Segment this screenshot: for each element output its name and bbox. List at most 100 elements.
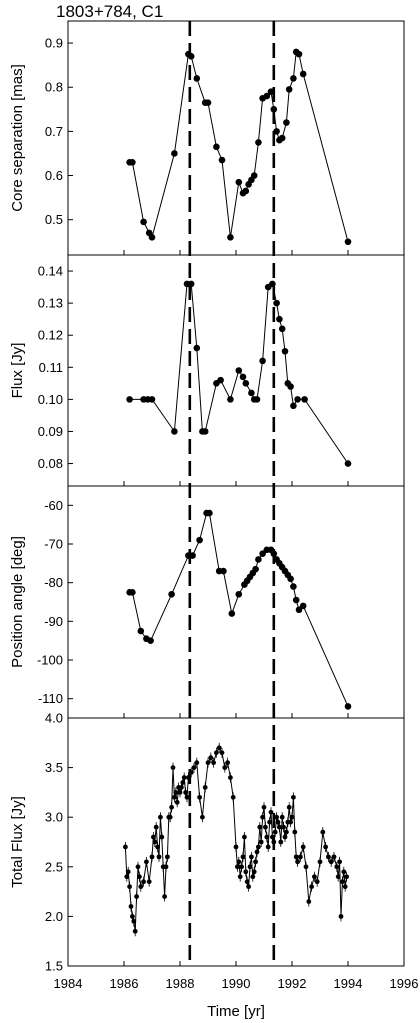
panel-3-y-tick-label: -90 <box>44 614 63 629</box>
panel-1-data-point <box>250 172 258 179</box>
panel-4-data-point <box>197 794 203 800</box>
figure-title: 1803+784, C1 <box>56 2 163 21</box>
panel-4-data-point <box>291 794 296 800</box>
panel-2-data-point <box>148 396 156 403</box>
panel-3-data-point <box>259 550 266 557</box>
panel-4-data-point <box>128 904 134 909</box>
panel-4-data-point <box>335 874 341 880</box>
panel-1-data-point <box>285 86 293 93</box>
panel-2-data-point <box>239 373 247 381</box>
panel-4-data-point <box>326 854 331 860</box>
panel-1-data-point <box>290 75 297 82</box>
panel-2-data-point <box>201 428 209 435</box>
panel-4-data-point <box>191 765 197 770</box>
panel-4-data-point <box>222 765 228 770</box>
panel-1-data-point <box>218 156 226 164</box>
panel-4-data-point <box>278 839 284 845</box>
panel-4-data-point <box>306 899 312 904</box>
panel-4-data-point <box>337 859 342 865</box>
panel-4-data-point <box>155 844 161 850</box>
panel-4-data-point <box>242 834 247 840</box>
panel-4-data-point <box>184 794 190 800</box>
panel-4-data-point <box>225 760 231 766</box>
panel-3-data-point <box>287 575 294 583</box>
panel-4-data-point <box>258 839 264 845</box>
panel-4-y-tick-label: 2.0 <box>45 909 63 924</box>
panel-4-data-point <box>253 859 258 865</box>
panel-4-y-tick-label: 3.0 <box>45 810 63 825</box>
panel-3-y-tick-label: -110 <box>38 691 63 706</box>
panel-4-data-point <box>165 854 170 860</box>
panel-3-data-point <box>147 637 154 644</box>
panel-4-data-point <box>334 864 340 870</box>
panel-3-data-point <box>220 567 227 575</box>
panel-2-data-point <box>301 396 308 403</box>
panel-4-data-point <box>267 819 272 825</box>
panel-4-data-point <box>251 869 257 875</box>
panel-1-data-point <box>148 234 156 241</box>
panel-4-data-point <box>303 864 309 870</box>
panel-2-data-point <box>253 396 261 403</box>
panel-4-data-point <box>240 854 246 860</box>
panel-4-data-point <box>331 854 337 860</box>
panel-4-data-point <box>309 884 314 890</box>
panel-3-data-point <box>235 590 243 598</box>
panel-4-data-point <box>125 869 131 875</box>
x-tick-label: 1988 <box>166 976 195 991</box>
panel-2-data-point <box>248 389 255 397</box>
panel-3-y-tick-label: -80 <box>44 575 63 590</box>
panel-2-data-point <box>287 383 294 390</box>
panel-4-data-point <box>237 874 243 880</box>
panel-1-data-point <box>242 187 250 195</box>
panel-4-data-point <box>141 879 147 885</box>
panel-2-y-tick-label: 0.14 <box>38 264 63 279</box>
panel-3-y-label: Position angle [deg] <box>9 536 26 668</box>
panel-2-y-tick-label: 0.12 <box>38 328 63 343</box>
panel-4-y-tick-label: 2.5 <box>45 859 63 874</box>
panel-4-data-point <box>173 790 179 795</box>
panel-4-data-point <box>279 814 285 820</box>
panel-4-data-point <box>257 824 263 830</box>
panel-1-data-point <box>255 139 262 146</box>
panel-4-series-line <box>124 746 348 932</box>
panel-4-data-point <box>300 844 306 850</box>
panel-4-data-point <box>272 829 278 835</box>
panel-4-data-point <box>211 760 217 766</box>
panel-2-data-point <box>290 402 297 410</box>
panel-4-y-tick-label: 4.0 <box>45 711 63 726</box>
panel-4-data-point <box>194 760 200 766</box>
panel-4-data-point <box>202 785 208 790</box>
x-tick-label: 1994 <box>334 976 363 991</box>
panel-4-data-point <box>328 859 334 865</box>
panel-3-y-tick-label: -70 <box>44 537 63 552</box>
panel-2-data-point <box>242 380 250 387</box>
panel-4-data-point <box>243 869 249 875</box>
panel-4-data-point <box>268 809 274 815</box>
panels: 0.5 0.6 0.7 0.8 0.9 Core separation [mas] 0.08… <box>9 20 419 991</box>
panel-4-data-point <box>286 804 292 810</box>
panel-3-data-point <box>292 596 300 604</box>
panel-4-data-point <box>312 874 317 880</box>
panel-1-series-line <box>129 50 349 242</box>
x-tick-label: 1996 <box>390 976 419 991</box>
panel-4-data-point <box>169 804 175 810</box>
x-tick-label: 1984 <box>54 976 83 991</box>
panel-4-data-point <box>284 829 289 835</box>
panel-4-y-tick-label: 3.5 <box>45 760 63 775</box>
panel-1-data-point <box>140 218 147 226</box>
panel-3-y-tick-label: -100 <box>37 653 63 668</box>
panel-4-data-point <box>249 854 254 860</box>
panel-2-y-tick-label: 0.09 <box>38 424 63 439</box>
panel-1-frame <box>67 20 405 256</box>
panel-4-data-point <box>135 864 141 870</box>
panel-4-data-point <box>134 894 140 899</box>
panel-4-data-point <box>214 750 219 756</box>
panel-2-y-tick-label: 0.10 <box>38 392 63 407</box>
panel-1-y-tick-label: 0.8 <box>45 80 63 95</box>
panel-4-data-point <box>230 794 236 800</box>
panel-4-data-point <box>132 928 138 934</box>
panel-4-data-point <box>246 884 252 890</box>
panel-3-data-point <box>168 590 175 598</box>
panel-2-data-point <box>171 428 178 435</box>
